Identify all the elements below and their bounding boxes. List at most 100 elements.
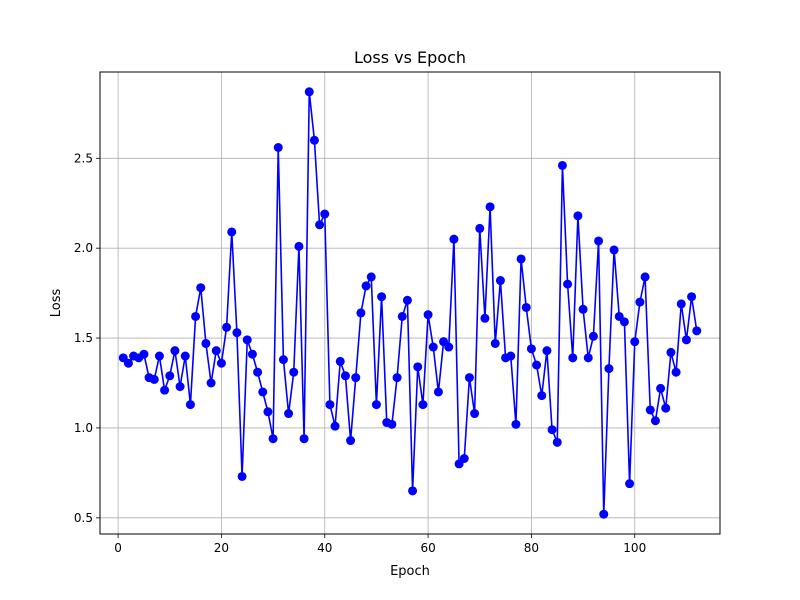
data-point	[640, 272, 650, 282]
data-point	[604, 364, 614, 374]
series-layer	[118, 87, 702, 519]
data-point	[263, 407, 273, 417]
data-point	[547, 425, 557, 435]
data-point	[346, 436, 356, 446]
x-tick-label: 80	[524, 541, 539, 555]
data-point	[495, 276, 505, 286]
data-point	[418, 400, 428, 410]
x-tick-label: 0	[114, 541, 122, 555]
data-point	[563, 279, 573, 289]
data-point	[268, 434, 278, 444]
data-point	[325, 400, 335, 410]
x-tick-label: 40	[317, 541, 332, 555]
data-point	[480, 313, 490, 323]
data-point	[449, 234, 459, 244]
data-point	[247, 349, 257, 359]
data-point	[299, 434, 309, 444]
data-point	[304, 87, 314, 97]
data-point	[578, 304, 588, 314]
data-point	[242, 335, 252, 345]
data-point	[139, 349, 149, 359]
data-point	[253, 367, 263, 377]
data-point	[464, 373, 474, 383]
data-point	[356, 308, 366, 318]
data-point	[206, 378, 216, 388]
data-point	[444, 342, 454, 352]
data-point	[671, 367, 681, 377]
data-point	[413, 362, 423, 372]
y-tick-label: 1.5	[74, 331, 93, 345]
data-point	[537, 391, 547, 401]
chart-title: Loss vs Epoch	[354, 48, 466, 67]
data-point	[397, 311, 407, 321]
data-point	[371, 400, 381, 410]
y-tick-label: 2.0	[74, 241, 93, 255]
data-point	[123, 358, 133, 368]
data-point	[273, 143, 283, 153]
data-point	[681, 335, 691, 345]
data-point	[201, 338, 211, 348]
data-point	[506, 351, 516, 361]
data-point	[594, 236, 604, 246]
data-point	[583, 353, 593, 363]
data-point	[459, 453, 469, 463]
data-point	[315, 220, 325, 230]
data-point	[485, 202, 495, 212]
data-point	[666, 347, 676, 357]
data-point	[366, 272, 376, 282]
data-point	[330, 421, 340, 431]
data-point	[278, 355, 288, 365]
data-point	[361, 281, 371, 291]
data-point	[428, 342, 438, 352]
data-point	[402, 295, 412, 305]
data-point	[650, 416, 660, 426]
x-tick-label: 60	[420, 541, 435, 555]
data-point	[232, 328, 242, 338]
data-point	[490, 338, 500, 348]
data-point	[340, 371, 350, 381]
x-axis-ticks: 0 20 40 60 80 100	[114, 534, 646, 555]
data-point	[149, 374, 159, 384]
data-point	[625, 479, 635, 489]
data-point	[320, 209, 330, 219]
data-point	[160, 385, 170, 395]
series-line	[122, 90, 698, 516]
data-point	[423, 310, 433, 320]
data-point	[645, 405, 655, 415]
data-point	[258, 387, 268, 397]
data-point	[309, 135, 319, 145]
data-point	[516, 254, 526, 264]
data-point	[392, 373, 402, 383]
data-point	[676, 299, 686, 309]
data-point	[185, 400, 195, 410]
data-point	[351, 373, 361, 383]
data-point	[692, 326, 702, 336]
data-point	[284, 409, 294, 419]
data-point	[599, 509, 609, 519]
y-tick-label: 0.5	[74, 511, 93, 525]
x-tick-label: 20	[214, 541, 229, 555]
data-point	[433, 387, 443, 397]
data-point	[294, 241, 304, 251]
data-point	[475, 223, 485, 233]
data-point	[170, 346, 180, 356]
data-point	[557, 160, 567, 170]
data-point	[335, 356, 345, 366]
data-point	[630, 337, 640, 347]
data-point	[619, 317, 629, 327]
data-point	[532, 360, 542, 370]
data-point	[237, 471, 247, 481]
data-point	[387, 419, 397, 429]
y-axis-ticks: 0.5 1.0 1.5 2.0 2.5	[74, 151, 100, 525]
data-point	[165, 371, 175, 381]
data-point	[656, 383, 666, 393]
data-point	[661, 403, 671, 413]
data-point	[687, 292, 697, 302]
data-point	[588, 331, 598, 341]
data-point	[408, 486, 418, 496]
data-point	[216, 358, 226, 368]
data-point	[180, 351, 190, 361]
data-point	[470, 409, 480, 419]
y-axis-label: Loss	[49, 289, 64, 318]
data-point	[609, 245, 619, 255]
